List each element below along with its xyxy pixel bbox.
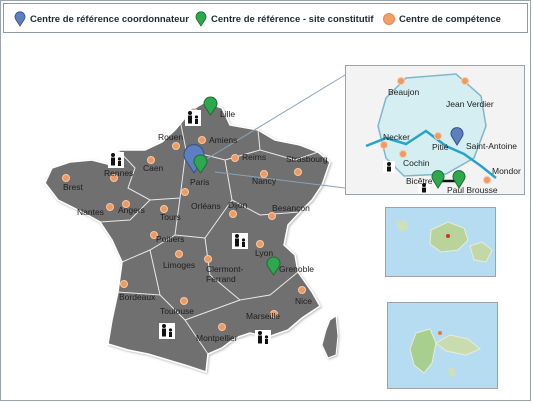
marker-toulouse[interactable] <box>180 297 188 305</box>
orange-dot-icon <box>383 13 395 25</box>
marker-cochin[interactable] <box>399 150 407 158</box>
city-label-angers: Angers <box>118 205 145 215</box>
inset-label-beaujon: Beaujon <box>388 87 420 97</box>
city-label-marseille: Marseille <box>246 311 281 321</box>
marker-beaujon[interactable] <box>397 77 405 85</box>
city-label-grenoble: Grenoble <box>279 264 314 274</box>
corsica-shape <box>321 315 339 359</box>
france-mainland-shape <box>44 101 331 374</box>
city-label-nice: Nice <box>295 296 313 306</box>
city-label-lille: Lille <box>220 109 236 119</box>
city-label-paris: Paris <box>190 177 210 187</box>
city-label-caen: Caen <box>143 163 164 173</box>
marker-poitiers[interactable] <box>150 231 158 239</box>
inset-connector-bottom <box>214 171 346 189</box>
adult-child-icon <box>185 110 201 126</box>
marker-lyon[interactable] <box>256 240 264 248</box>
tahiti-inset-map <box>396 220 493 263</box>
legend-constitutive: Centre de référence - site constitutif <box>195 10 374 28</box>
city-label-poitiers: Poitiers <box>156 234 185 244</box>
inset-label-mondor: Mondor <box>492 166 521 176</box>
legend-coordinator: Centre de référence coordonnateur <box>14 10 189 28</box>
city-label-nantes: Nantes <box>77 207 104 217</box>
bicetre-constitutive-pin[interactable] <box>431 170 445 189</box>
marker-rennes[interactable] <box>110 174 118 182</box>
legend-competence: Centre de compétence <box>383 10 501 28</box>
city-label-nancy: Nancy <box>252 176 277 186</box>
grenoble-constitutive-pin[interactable] <box>266 256 281 276</box>
paris-constitutive-pin[interactable] <box>193 154 208 174</box>
paul-brousse-constitutive-pin[interactable] <box>452 170 466 189</box>
marker-nancy[interactable] <box>260 170 268 178</box>
inset-label-jean-verdier: Jean Verdier <box>446 99 494 109</box>
adult-child-icon <box>108 152 124 168</box>
adult-child-icon <box>159 323 175 339</box>
adult-child-icon <box>232 233 248 249</box>
marker-necker[interactable] <box>380 141 388 149</box>
inset-label-necker: Necker <box>383 132 410 142</box>
city-label-tours: Tours <box>160 212 181 222</box>
legend-constitutive-label: Centre de référence - site constitutif <box>211 13 374 25</box>
inset-label-paul-brousse: Paul Brousse <box>447 185 498 195</box>
city-label-reims: Reims <box>242 152 267 162</box>
city-label-besancon: Besançon <box>272 203 310 213</box>
marker-brest[interactable] <box>62 174 70 182</box>
marker-besancon[interactable] <box>268 212 276 220</box>
city-label-lyon: Lyon <box>255 248 274 258</box>
guadeloupe-inset <box>387 302 498 389</box>
marker-jean-verdier[interactable] <box>461 77 469 85</box>
inset-label-saint-antoine: Saint-Antoine <box>466 141 518 151</box>
city-label-brest: Brest <box>63 182 83 192</box>
city-label-rennes: Rennes <box>104 168 134 178</box>
marker-orleans[interactable] <box>181 188 189 196</box>
city-label-bordeaux: Bordeaux <box>119 292 156 302</box>
inset-label-bicetre: Bicêtre <box>406 176 433 186</box>
green-pin-icon <box>195 11 207 27</box>
legend-coordinator-label: Centre de référence coordonnateur <box>30 13 189 25</box>
city-label-limoges: Limoges <box>163 260 196 270</box>
marker-limoges[interactable] <box>175 250 183 258</box>
marker-angers[interactable] <box>122 200 130 208</box>
marker-pitie[interactable] <box>434 132 442 140</box>
marker-dijon[interactable] <box>229 210 237 218</box>
marker-nantes[interactable] <box>106 203 114 211</box>
marker-montpellier[interactable] <box>218 323 226 331</box>
city-label-montpellier: Montpellier <box>196 333 238 343</box>
blue-pin-icon <box>14 11 26 27</box>
marker-caen[interactable] <box>147 156 155 164</box>
marker-tours[interactable] <box>160 205 168 213</box>
city-label-clermont: Clermont-Ferrand <box>206 264 244 284</box>
tahiti-inset <box>385 207 496 277</box>
marker-rouen[interactable] <box>172 142 180 150</box>
marker-bordeaux[interactable] <box>120 280 128 288</box>
legend: Centre de référence coordonnateur Centre… <box>3 3 528 33</box>
guadeloupe-inset-map <box>409 328 481 377</box>
marker-reims[interactable] <box>231 154 239 162</box>
marker-amiens[interactable] <box>198 136 206 144</box>
child-icon <box>418 182 430 194</box>
inset-label-pitie: Pitié <box>432 142 449 152</box>
city-label-orleans: Orléans <box>191 201 221 211</box>
marker-clermont[interactable] <box>204 255 212 263</box>
legend-competence-label: Centre de compétence <box>399 13 501 25</box>
marker-strasbourg[interactable] <box>294 168 302 176</box>
marker-mondor[interactable] <box>483 176 491 184</box>
city-label-amiens: Amiens <box>209 135 238 145</box>
child-icon <box>383 161 395 173</box>
marker-marseille[interactable] <box>270 310 278 318</box>
lille-constitutive-pin[interactable] <box>203 96 218 116</box>
city-label-toulouse: Toulouse <box>160 306 195 316</box>
marker-nice[interactable] <box>298 286 306 294</box>
inset-label-cochin: Cochin <box>403 158 430 168</box>
paris-inset: Beaujon Jean Verdier Necker Saint-Antoin… <box>345 65 525 195</box>
inset-connector-top <box>204 74 346 161</box>
city-label-dijon: Dijon <box>228 200 248 210</box>
adult-child-icon <box>255 330 271 346</box>
city-label-rouen: Rouen <box>158 132 184 142</box>
city-label-strasbourg: Strasbourg <box>286 154 328 164</box>
saint-antoine-coordinator-pin[interactable] <box>450 127 464 146</box>
